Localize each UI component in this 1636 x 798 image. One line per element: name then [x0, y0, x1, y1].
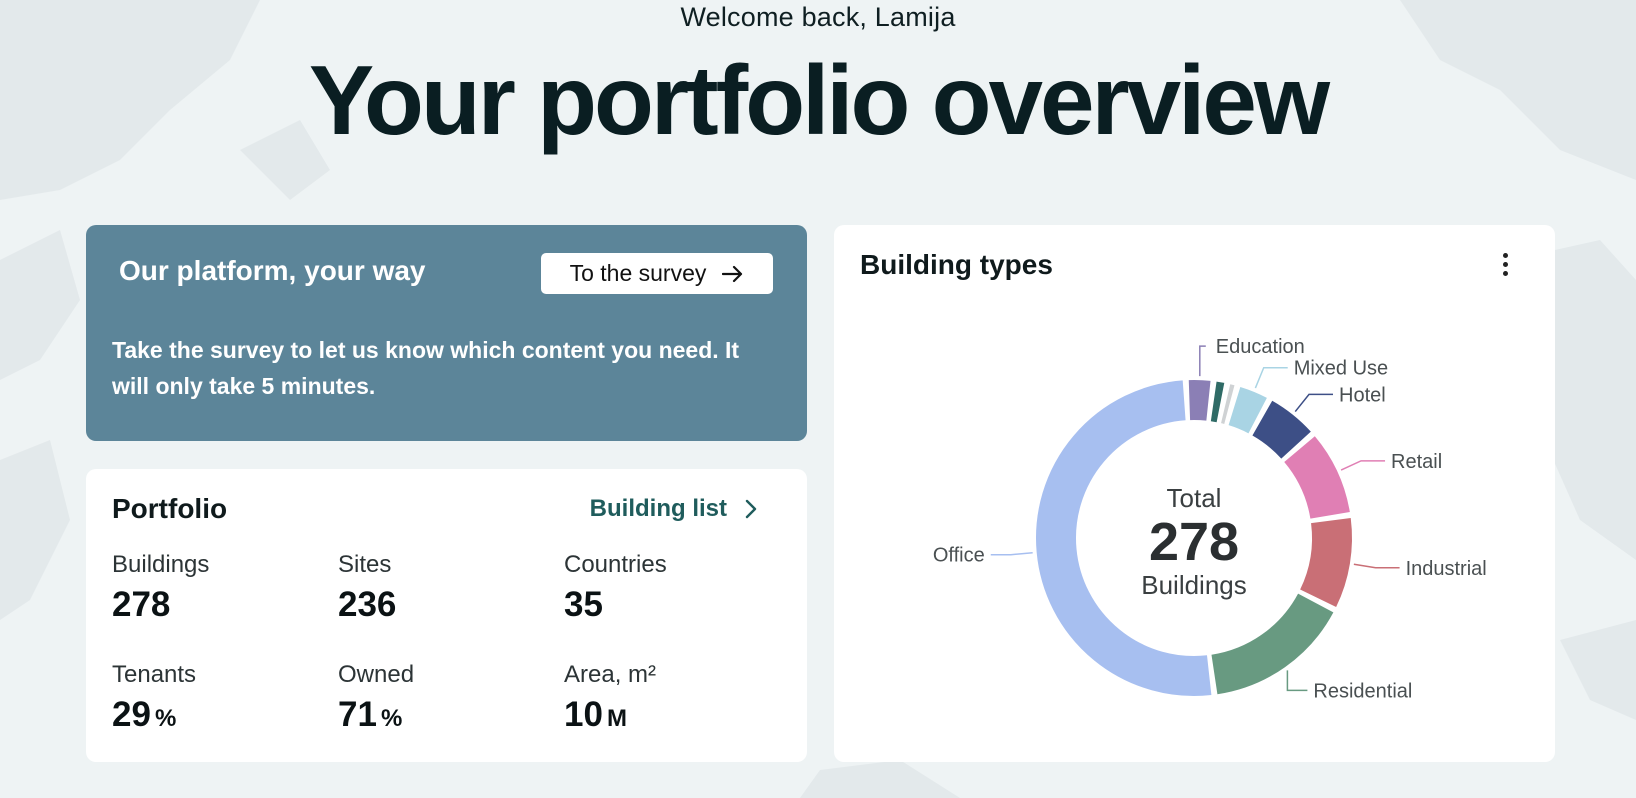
- donut-segment-retail[interactable]: [1283, 436, 1350, 520]
- label-leader-line: [1340, 460, 1386, 471]
- survey-button[interactable]: To the survey: [541, 253, 773, 294]
- portfolio-title: Portfolio: [112, 493, 228, 524]
- building-list-label: Building list: [589, 495, 727, 522]
- building-types-title: Building types: [860, 249, 1053, 280]
- label-leader-line: [1286, 670, 1308, 692]
- stat-value: 278: [112, 585, 171, 624]
- donut-label-education: Education: [1216, 336, 1305, 358]
- survey-button-label: To the survey: [569, 260, 707, 286]
- stat-buildings: Buildings 278: [112, 551, 322, 625]
- donut-label-retail: Retail: [1391, 451, 1442, 473]
- stat-owned: Owned 71%: [338, 661, 548, 735]
- building-types-card: Building types Education Mixed Use Hotel Re…: [834, 225, 1555, 762]
- stat-label: Sites: [338, 551, 392, 578]
- donut-segment[interactable]: [1210, 381, 1225, 423]
- donut-center-label: Total 278 Buildings: [1094, 483, 1294, 601]
- donut-segment-industrial[interactable]: [1299, 518, 1352, 608]
- donut-label-mixed-use: Mixed Use: [1294, 358, 1388, 380]
- donut-segment-office[interactable]: [1036, 380, 1212, 696]
- label-leader-line: [1199, 345, 1206, 377]
- survey-description: Take the survey to let us know which con…: [112, 337, 740, 399]
- donut-segment-mixed-use[interactable]: [1228, 386, 1267, 434]
- stat-area: Area, m² 10 M: [564, 661, 774, 735]
- stat-value: 236: [338, 585, 397, 624]
- stat-label: Owned: [338, 661, 415, 688]
- label-leader-line: [1353, 563, 1400, 569]
- survey-card: Our platform, your way To the survey Tak…: [86, 225, 807, 441]
- stat-label: Area, m²: [564, 661, 657, 688]
- donut-segment-hotel[interactable]: [1251, 400, 1311, 459]
- donut-segment-education[interactable]: [1188, 380, 1211, 421]
- stat-value: 10 M: [564, 695, 627, 734]
- donut-center-value: 278: [1148, 512, 1240, 572]
- welcome-message: Welcome back, Lamija: [680, 2, 956, 32]
- kebab-menu-icon[interactable]: [1493, 247, 1517, 281]
- label-leader-line: [1294, 393, 1334, 413]
- stat-value: 35: [564, 585, 603, 624]
- donut-segment-residential[interactable]: [1210, 593, 1334, 695]
- stat-sites: Sites 236: [338, 551, 548, 625]
- donut-label-industrial: Industrial: [1406, 558, 1487, 580]
- chevron-right-icon: [745, 499, 757, 519]
- label-leader-line: [990, 551, 1033, 556]
- stat-value: 29%: [112, 695, 177, 734]
- donut-center-bottom: Buildings: [1141, 570, 1247, 600]
- label-leader-line: [1254, 366, 1288, 389]
- page-title: Your portfolio overview: [308, 45, 1330, 155]
- survey-title: Our platform, your way: [119, 255, 426, 286]
- stat-countries: Countries 35: [564, 551, 774, 625]
- portfolio-card: Portfolio Building list Buildings 278 Si…: [86, 469, 807, 762]
- stat-label: Tenants: [112, 661, 197, 688]
- building-list-link[interactable]: Building list: [590, 495, 757, 523]
- donut-label-residential: Residential: [1313, 680, 1412, 702]
- donut-segment[interactable]: [1220, 384, 1235, 424]
- stat-label: Buildings: [112, 551, 210, 578]
- stat-label: Countries: [564, 551, 667, 578]
- stat-value: 71%: [338, 695, 403, 734]
- stat-tenants: Tenants 29%: [112, 661, 322, 735]
- donut-label-office: Office: [933, 545, 985, 567]
- donut-label-hotel: Hotel: [1339, 384, 1386, 406]
- donut-center-top: Total: [1166, 483, 1222, 513]
- arrow-right-icon: [722, 265, 743, 282]
